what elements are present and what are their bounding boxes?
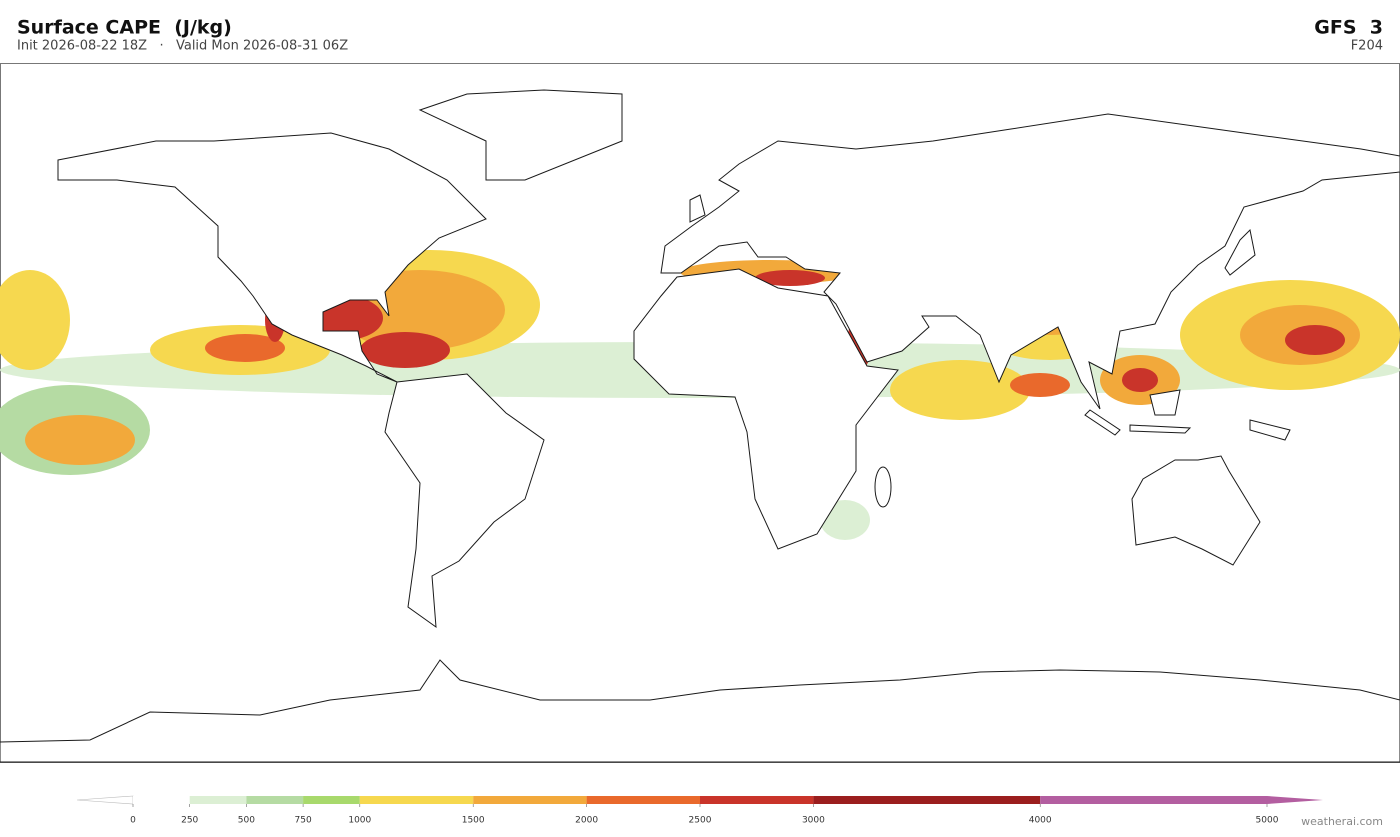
- colorbar-segment: [700, 796, 814, 804]
- colorbar-segment: [359, 796, 474, 804]
- indonesia: [1084, 389, 1291, 441]
- cape-area: [820, 500, 870, 540]
- cape-area: [1010, 373, 1070, 397]
- colorbar-tick-label: 250: [181, 816, 198, 826]
- colorbar-tick-label: 2000: [575, 816, 598, 826]
- cape-area: [0, 270, 70, 370]
- australia: [1131, 455, 1261, 566]
- colorbar-segment: [133, 796, 190, 804]
- eurasia: [660, 113, 1400, 410]
- colorbar-tick-label: 5000: [1256, 816, 1279, 826]
- colorbar-extension-low: [76, 795, 134, 805]
- cape-area: [360, 332, 450, 368]
- madagascar: [874, 466, 892, 508]
- colorbar-segment: [813, 796, 1041, 804]
- colorbar-tick-label: 2500: [689, 816, 712, 826]
- credit: weatherai.com: [1301, 815, 1383, 828]
- cape-area: [205, 334, 285, 362]
- japan: [1224, 228, 1256, 276]
- subtitle: Init 2026-08-22 18Z · Valid Mon 2026-08-…: [17, 39, 348, 54]
- colorbar-segment: [1040, 796, 1267, 804]
- colorbar-tick-label: 1500: [462, 816, 485, 826]
- colorbar-tick-label: 500: [238, 816, 255, 826]
- colorbar-tick-label: 1000: [348, 816, 371, 826]
- cape-area: [1122, 368, 1158, 392]
- colorbar-segment: [586, 796, 700, 804]
- antarctica: [0, 659, 1400, 763]
- colorbar-segment: [189, 796, 247, 804]
- africa: [633, 268, 899, 550]
- colorbar-segment: [303, 796, 360, 804]
- south-america: [384, 373, 545, 629]
- map: [0, 63, 1400, 763]
- colorbar-segment: [473, 796, 587, 804]
- forecast-hour: F204: [1351, 39, 1383, 54]
- colorbar-segment: [246, 796, 304, 804]
- title: Surface CAPE (J/kg): [17, 17, 232, 39]
- colorbar-tick-label: 4000: [1029, 816, 1052, 826]
- uk: [689, 194, 706, 223]
- cape-area: [755, 270, 825, 286]
- colorbar-tick-label: 3000: [802, 816, 825, 826]
- greenland: [418, 89, 623, 181]
- model-name: GFS 3: [1314, 17, 1383, 39]
- colorbar-tick-label: 0: [130, 816, 136, 826]
- cape-area: [1285, 325, 1345, 355]
- colorbar: 0 250 500 750 1000 1500 2000 2500 3000 4000 5000: [76, 795, 1323, 826]
- north-america: [57, 132, 487, 383]
- colorbar-extension-high: [1267, 796, 1323, 804]
- colorbar-tick-label: 750: [295, 816, 312, 826]
- cape-area: [890, 360, 1030, 420]
- cape-area: [25, 415, 135, 465]
- coastlines: [0, 89, 1400, 763]
